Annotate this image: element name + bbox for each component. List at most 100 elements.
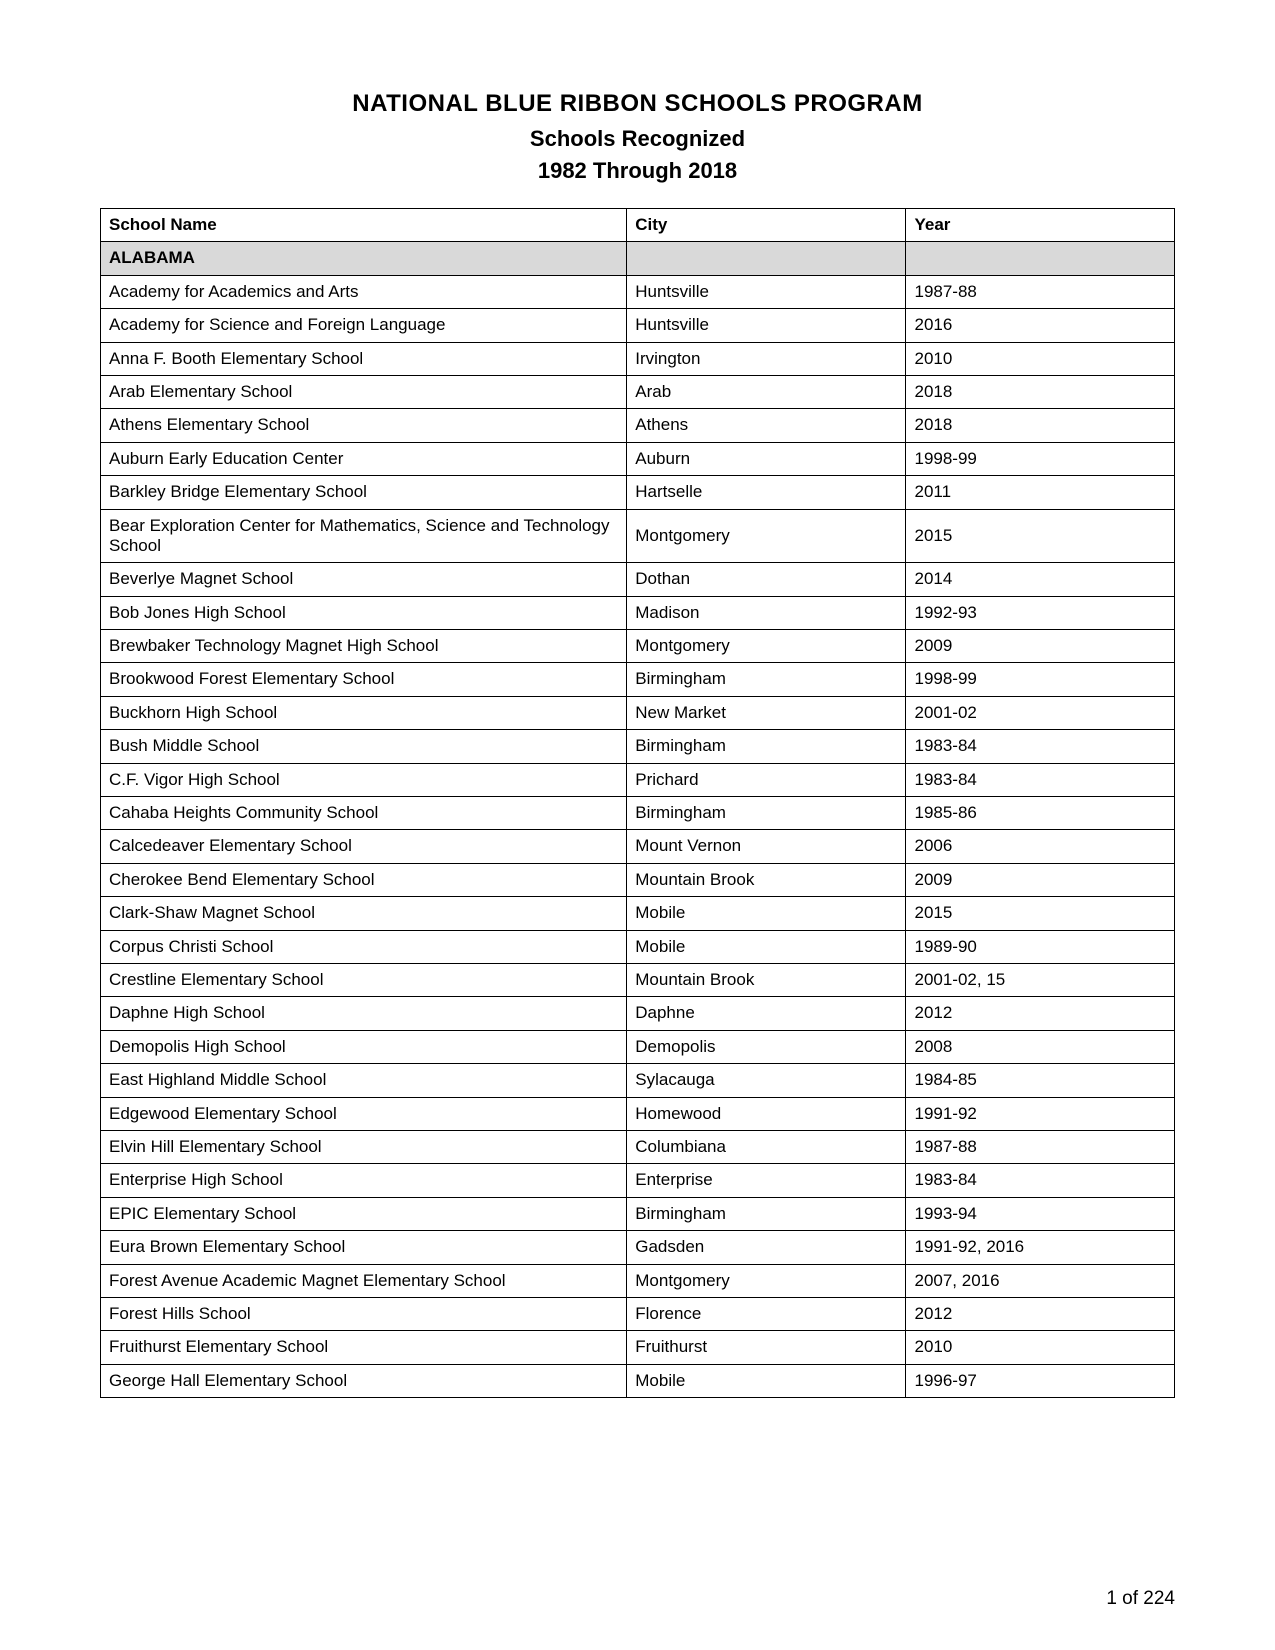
table-row: Brookwood Forest Elementary SchoolBirmin… [101, 663, 1175, 696]
table-row: EPIC Elementary SchoolBirmingham1993-94 [101, 1197, 1175, 1230]
cell-year: 2016 [906, 309, 1175, 342]
cell-year: 2007, 2016 [906, 1264, 1175, 1297]
cell-school: Arab Elementary School [101, 375, 627, 408]
cell-school: Anna F. Booth Elementary School [101, 342, 627, 375]
cell-school: Auburn Early Education Center [101, 442, 627, 475]
cell-school: Brookwood Forest Elementary School [101, 663, 627, 696]
table-row: Barkley Bridge Elementary SchoolHartsell… [101, 476, 1175, 509]
cell-school: EPIC Elementary School [101, 1197, 627, 1230]
table-row: George Hall Elementary SchoolMobile1996-… [101, 1364, 1175, 1397]
cell-year: 2011 [906, 476, 1175, 509]
cell-year: 1983-84 [906, 730, 1175, 763]
table-row: Eura Brown Elementary SchoolGadsden1991-… [101, 1231, 1175, 1264]
cell-city: Huntsville [627, 275, 906, 308]
cell-school: Bear Exploration Center for Mathematics,… [101, 509, 627, 563]
cell-city: Birmingham [627, 730, 906, 763]
cell-city: Mobile [627, 897, 906, 930]
cell-year: 1992-93 [906, 596, 1175, 629]
cell-city: Birmingham [627, 797, 906, 830]
cell-school: Bob Jones High School [101, 596, 627, 629]
cell-school: Crestline Elementary School [101, 963, 627, 996]
cell-year: 2010 [906, 342, 1175, 375]
title-block: NATIONAL BLUE RIBBON SCHOOLS PROGRAM Sch… [100, 90, 1175, 184]
cell-city: Florence [627, 1297, 906, 1330]
cell-school: Edgewood Elementary School [101, 1097, 627, 1130]
cell-city: Columbiana [627, 1130, 906, 1163]
cell-city: Madison [627, 596, 906, 629]
table-row: Cahaba Heights Community SchoolBirmingha… [101, 797, 1175, 830]
cell-school: Cahaba Heights Community School [101, 797, 627, 830]
cell-year: 2018 [906, 409, 1175, 442]
cell-city: Arab [627, 375, 906, 408]
title-line-1: NATIONAL BLUE RIBBON SCHOOLS PROGRAM [100, 90, 1175, 118]
table-row: Arab Elementary SchoolArab2018 [101, 375, 1175, 408]
cell-school: Forest Hills School [101, 1297, 627, 1330]
cell-city: Demopolis [627, 1030, 906, 1063]
table-row: Enterprise High SchoolEnterprise1983-84 [101, 1164, 1175, 1197]
cell-city: Montgomery [627, 630, 906, 663]
table-row: Edgewood Elementary SchoolHomewood1991-9… [101, 1097, 1175, 1130]
cell-year: 1996-97 [906, 1364, 1175, 1397]
cell-city: Mobile [627, 930, 906, 963]
table-row: Elvin Hill Elementary SchoolColumbiana19… [101, 1130, 1175, 1163]
state-row: ALABAMA [101, 242, 1175, 275]
cell-school: C.F. Vigor High School [101, 763, 627, 796]
cell-year: 1989-90 [906, 930, 1175, 963]
table-row: Anna F. Booth Elementary SchoolIrvington… [101, 342, 1175, 375]
cell-city: Hartselle [627, 476, 906, 509]
cell-year: 2010 [906, 1331, 1175, 1364]
cell-city: Prichard [627, 763, 906, 796]
cell-city: Irvington [627, 342, 906, 375]
cell-city: New Market [627, 696, 906, 729]
title-line-3: 1982 Through 2018 [100, 158, 1175, 184]
table-row: Auburn Early Education CenterAuburn1998-… [101, 442, 1175, 475]
document-page: NATIONAL BLUE RIBBON SCHOOLS PROGRAM Sch… [0, 0, 1275, 1438]
table-row: Fruithurst Elementary SchoolFruithurst20… [101, 1331, 1175, 1364]
cell-year: 2001-02 [906, 696, 1175, 729]
cell-school: Academy for Science and Foreign Language [101, 309, 627, 342]
cell-city: Daphne [627, 997, 906, 1030]
cell-year: 1983-84 [906, 1164, 1175, 1197]
cell-school: Eura Brown Elementary School [101, 1231, 627, 1264]
cell-year: 1987-88 [906, 1130, 1175, 1163]
table-row: Academy for Science and Foreign Language… [101, 309, 1175, 342]
cell-year: 1985-86 [906, 797, 1175, 830]
cell-school: Calcedeaver Elementary School [101, 830, 627, 863]
table-row: Daphne High SchoolDaphne2012 [101, 997, 1175, 1030]
cell-year: 1983-84 [906, 763, 1175, 796]
state-city-blank [627, 242, 906, 275]
table-row: Academy for Academics and ArtsHuntsville… [101, 275, 1175, 308]
cell-year: 1998-99 [906, 663, 1175, 696]
state-name: ALABAMA [101, 242, 627, 275]
cell-year: 1991-92 [906, 1097, 1175, 1130]
page-number: 1 of 224 [1106, 1588, 1175, 1610]
cell-city: Athens [627, 409, 906, 442]
cell-city: Mountain Brook [627, 963, 906, 996]
cell-year: 2014 [906, 563, 1175, 596]
table-row: Cherokee Bend Elementary SchoolMountain … [101, 863, 1175, 896]
cell-city: Birmingham [627, 663, 906, 696]
header-year: Year [906, 209, 1175, 242]
cell-school: Athens Elementary School [101, 409, 627, 442]
cell-school: Corpus Christi School [101, 930, 627, 963]
table-row: Calcedeaver Elementary SchoolMount Verno… [101, 830, 1175, 863]
cell-school: Daphne High School [101, 997, 627, 1030]
cell-year: 2012 [906, 997, 1175, 1030]
cell-school: Clark-Shaw Magnet School [101, 897, 627, 930]
cell-year: 2008 [906, 1030, 1175, 1063]
table-row: Corpus Christi SchoolMobile1989-90 [101, 930, 1175, 963]
cell-school: Barkley Bridge Elementary School [101, 476, 627, 509]
cell-school: Fruithurst Elementary School [101, 1331, 627, 1364]
table-row: Bear Exploration Center for Mathematics,… [101, 509, 1175, 563]
cell-school: Beverlye Magnet School [101, 563, 627, 596]
cell-year: 1998-99 [906, 442, 1175, 475]
cell-year: 1987-88 [906, 275, 1175, 308]
header-city: City [627, 209, 906, 242]
cell-school: Elvin Hill Elementary School [101, 1130, 627, 1163]
table-row: Athens Elementary SchoolAthens2018 [101, 409, 1175, 442]
schools-table: School Name City Year ALABAMA Academy fo… [100, 208, 1175, 1398]
table-row: Bob Jones High SchoolMadison1992-93 [101, 596, 1175, 629]
cell-city: Fruithurst [627, 1331, 906, 1364]
table-row: C.F. Vigor High SchoolPrichard1983-84 [101, 763, 1175, 796]
cell-year: 1984-85 [906, 1064, 1175, 1097]
